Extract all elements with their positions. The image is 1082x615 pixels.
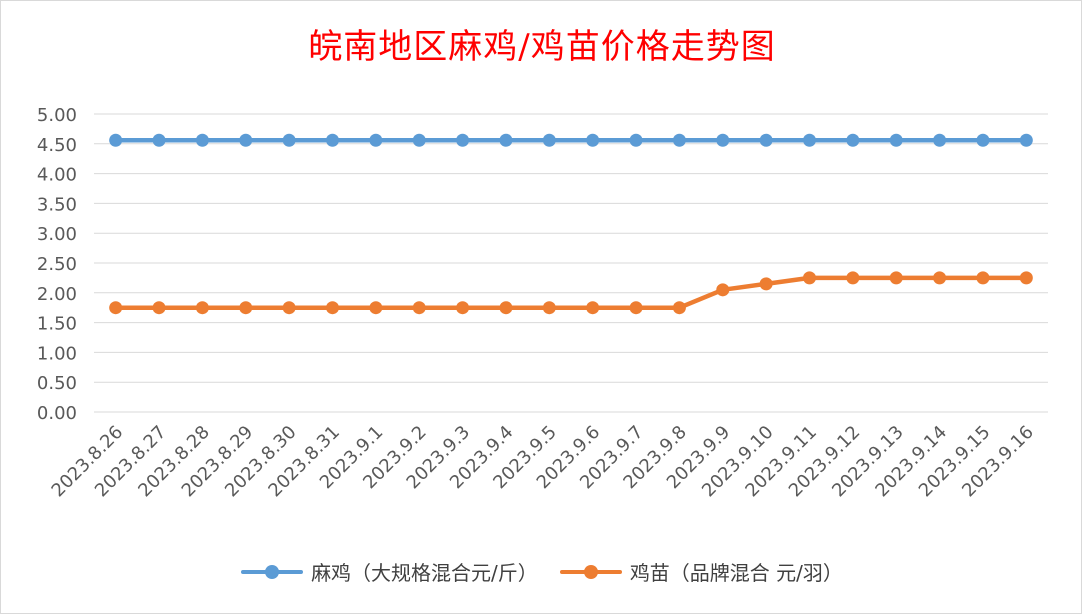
- data-point: [282, 133, 296, 147]
- data-point: [933, 271, 947, 285]
- legend: 麻鸡（大规格混合元/斤） 鸡苗（品牌混合 元/羽）: [1, 557, 1082, 586]
- data-point: [716, 283, 730, 297]
- data-point: [759, 277, 773, 291]
- y-tick-label: 4.00: [37, 165, 77, 186]
- data-point: [109, 133, 123, 147]
- legend-item: 麻鸡（大规格混合元/斤）: [241, 557, 538, 586]
- data-point: [976, 271, 990, 285]
- y-tick-label: 0.50: [37, 373, 77, 394]
- data-point: [282, 301, 296, 315]
- legend-swatch-marker: [583, 564, 598, 579]
- data-point: [456, 133, 470, 147]
- data-point: [672, 301, 686, 315]
- chart-title: 皖南地区麻鸡/鸡苗价格走势图: [308, 27, 776, 67]
- data-point: [846, 271, 860, 285]
- legend-label: 鸡苗（品牌混合 元/羽）: [629, 561, 843, 585]
- y-tick-label: 3.00: [37, 224, 77, 245]
- series-line-1: [113, 275, 1029, 310]
- data-point: [1019, 271, 1033, 285]
- data-point: [889, 271, 903, 285]
- data-point: [803, 133, 816, 147]
- data-point: [586, 133, 600, 147]
- data-point: [412, 133, 426, 147]
- data-point: [152, 301, 166, 315]
- data-point: [846, 133, 860, 147]
- y-tick-label: 2.50: [37, 254, 77, 275]
- data-point: [759, 133, 773, 147]
- data-point: [672, 133, 686, 147]
- data-point: [629, 301, 643, 315]
- data-point: [542, 301, 556, 315]
- data-point: [976, 133, 990, 147]
- data-point: [933, 133, 947, 147]
- y-tick-label: 1.00: [37, 343, 77, 364]
- data-point: [1019, 133, 1033, 147]
- legend-swatch-marker: [265, 564, 280, 579]
- data-point: [412, 301, 426, 315]
- y-tick-label: 1.50: [37, 314, 77, 335]
- data-point: [326, 301, 339, 315]
- data-point: [499, 301, 513, 315]
- data-point: [152, 133, 166, 147]
- data-point: [239, 133, 253, 147]
- data-point: [195, 133, 209, 147]
- data-point: [889, 133, 903, 147]
- y-tick-label: 5.00: [37, 105, 77, 126]
- y-tick-label: 2.00: [37, 284, 77, 305]
- legend-label: 麻鸡（大规格混合元/斤）: [311, 561, 538, 585]
- data-point: [369, 301, 383, 315]
- data-point: [716, 133, 730, 147]
- data-point: [109, 301, 123, 315]
- data-point: [586, 301, 600, 315]
- legend-item: 鸡苗（品牌混合 元/羽）: [559, 557, 843, 586]
- y-tick-label: 3.50: [37, 194, 77, 215]
- data-point: [499, 133, 513, 147]
- data-point: [326, 133, 339, 147]
- data-point: [195, 301, 209, 315]
- legend-swatch: [241, 564, 304, 579]
- data-point: [369, 133, 383, 147]
- data-point: [456, 301, 470, 315]
- legend-swatch: [559, 564, 622, 579]
- data-point: [803, 271, 816, 285]
- y-tick-label: 0.00: [37, 403, 77, 424]
- data-point: [629, 133, 643, 147]
- data-point: [239, 301, 253, 315]
- y-tick-label: 4.50: [37, 135, 77, 156]
- data-point: [542, 133, 556, 147]
